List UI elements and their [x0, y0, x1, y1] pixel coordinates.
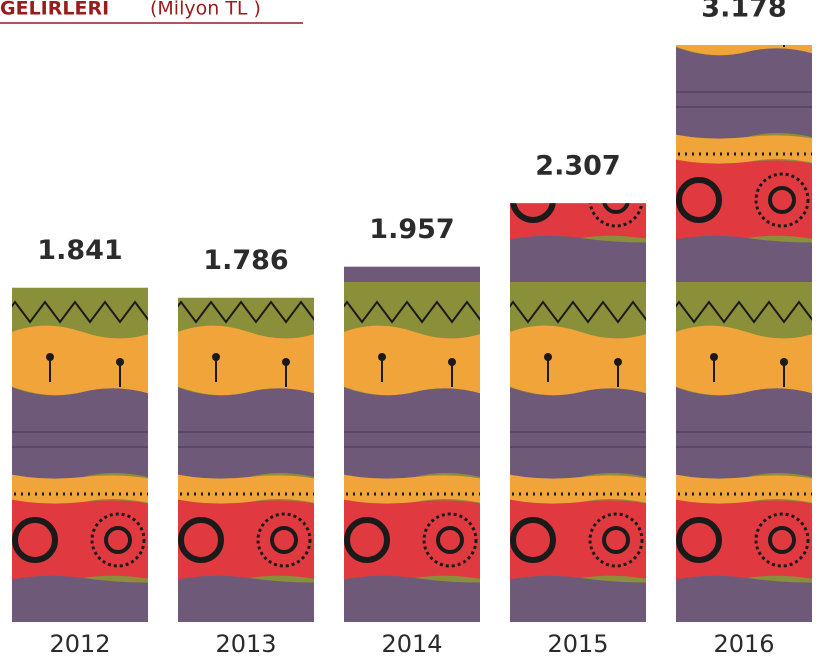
x-tick-label: 2015: [547, 630, 608, 658]
value-label: 1.957: [369, 214, 454, 245]
chart-subtitle: (Milyon TL ): [150, 0, 261, 20]
x-tick-label: 2016: [713, 630, 774, 658]
x-tick-label: 2013: [215, 630, 276, 658]
bar: [676, 45, 812, 622]
value-label: 1.841: [37, 235, 122, 266]
bar: [510, 203, 646, 622]
x-tick-label: 2012: [49, 630, 110, 658]
value-label: 3.178: [701, 0, 786, 24]
chart-title: GELIRLERI: [0, 0, 109, 20]
bar: [344, 266, 480, 622]
bar: [178, 297, 314, 622]
value-label: 2.307: [535, 151, 620, 182]
value-label: 1.786: [203, 245, 288, 276]
x-tick-label: 2014: [381, 630, 442, 658]
bar: [12, 287, 148, 622]
